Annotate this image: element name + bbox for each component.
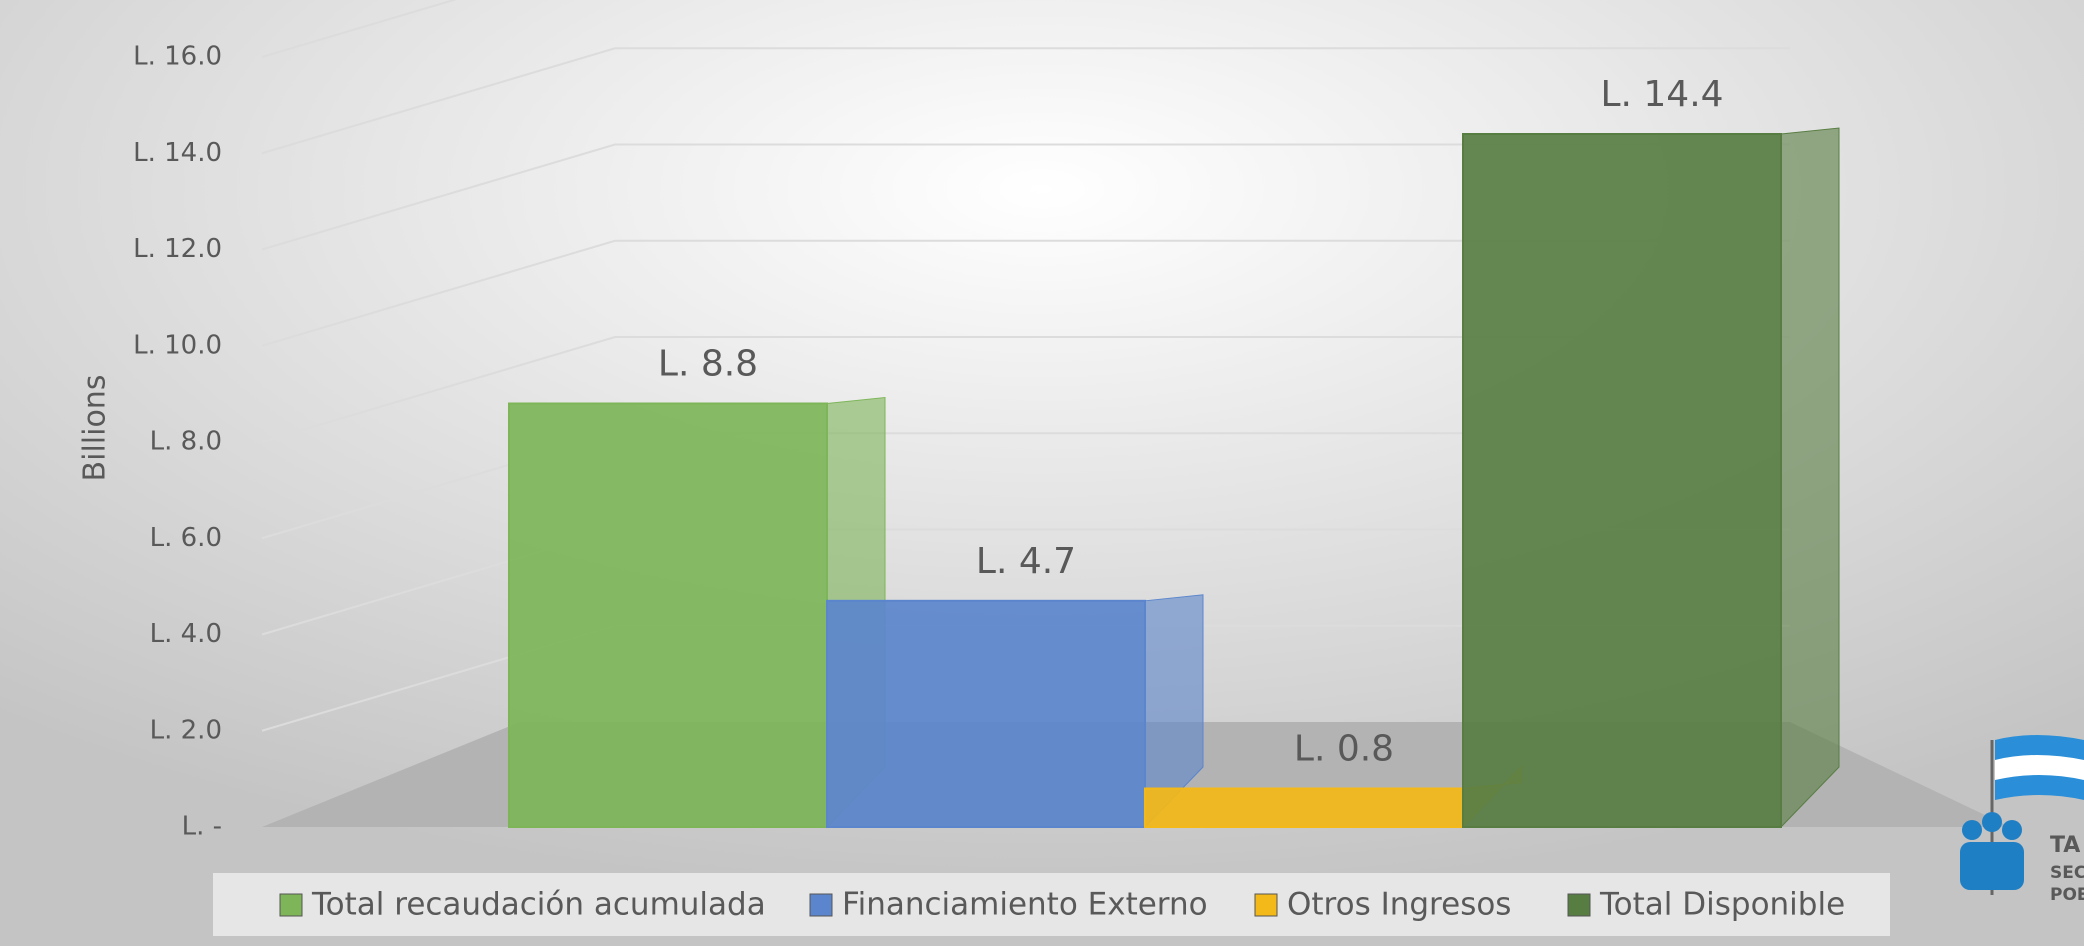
grid-line bbox=[261, 336, 1790, 443]
legend bbox=[213, 873, 1890, 936]
legend-label: Total Disponible bbox=[1599, 887, 1845, 923]
bar-side bbox=[1780, 127, 1840, 829]
y-axis-label: Billions bbox=[78, 375, 113, 482]
y-tick-label: L. 10.0 bbox=[133, 330, 222, 360]
value-label: L. 4.7 bbox=[976, 541, 1076, 582]
logo-text: POE bbox=[2050, 885, 2084, 905]
legend-label: Financiamiento Externo bbox=[842, 887, 1208, 923]
logo: TA SEC POE bbox=[1960, 735, 2084, 905]
y-tick-label: L. 14.0 bbox=[133, 138, 222, 168]
grid-line bbox=[261, 47, 1790, 155]
y-tick-label: L. 6.0 bbox=[150, 523, 222, 553]
legend-swatch bbox=[1254, 893, 1278, 917]
value-label: L. 14.4 bbox=[1600, 74, 1723, 115]
y-tick-label: L. 16.0 bbox=[133, 42, 222, 72]
value-label: L. 0.8 bbox=[1294, 729, 1394, 770]
legend-label: Total recaudación acumulada bbox=[311, 887, 766, 923]
legend-swatch bbox=[1567, 893, 1591, 917]
grid-line bbox=[261, 239, 1790, 347]
bar bbox=[508, 402, 828, 828]
bar bbox=[1144, 787, 1464, 828]
bar bbox=[826, 599, 1146, 828]
logo-text: TA bbox=[2050, 833, 2080, 858]
legend-label: Otros Ingresos bbox=[1287, 887, 1511, 923]
y-tick-label: L. 8.0 bbox=[150, 427, 222, 457]
bar-side bbox=[1144, 594, 1204, 829]
grid-line bbox=[261, 0, 458, 58]
y-tick-label: L. 12.0 bbox=[133, 234, 222, 264]
y-tick-label: L. - bbox=[182, 812, 222, 842]
bar bbox=[1462, 133, 1782, 828]
y-tick-label: L. 2.0 bbox=[150, 715, 222, 745]
legend-swatch bbox=[809, 893, 833, 917]
legend-swatch bbox=[279, 893, 303, 917]
logo-text: SEC bbox=[2050, 863, 2084, 883]
value-label: L. 8.8 bbox=[658, 344, 758, 385]
grid-line bbox=[261, 143, 1790, 251]
y-tick-label: L. 4.0 bbox=[150, 619, 222, 649]
